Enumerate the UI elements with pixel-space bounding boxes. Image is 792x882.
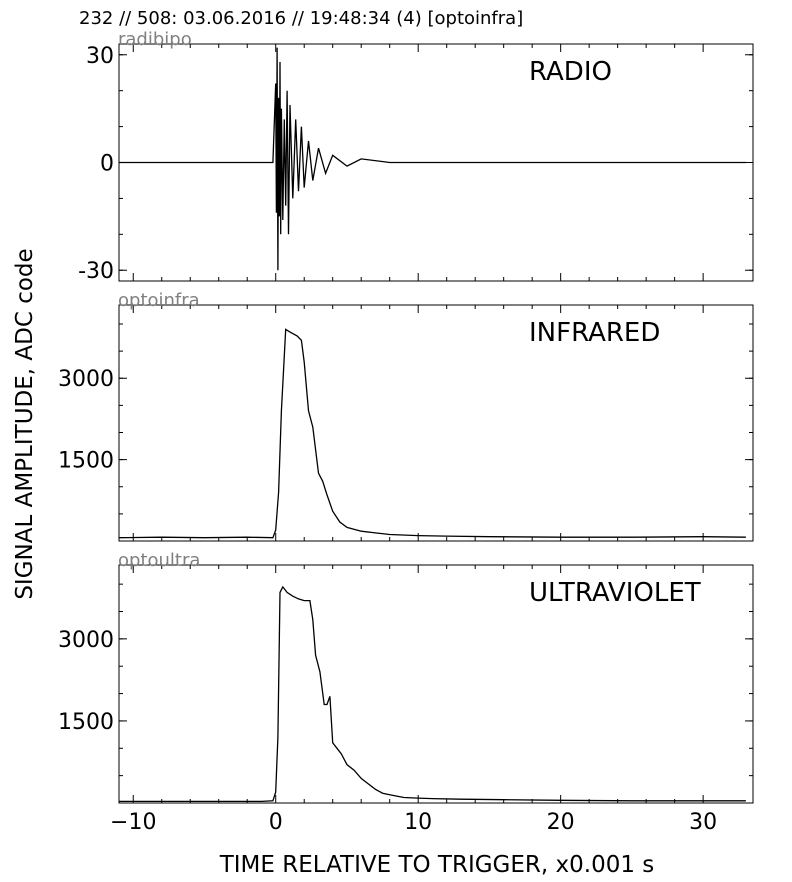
chart-header: 232 // 508: 03.06.2016 // 19:48:34 (4) […	[79, 8, 524, 29]
x-axis-label: TIME RELATIVE TO TRIGGER, x0.001 s	[219, 852, 655, 878]
x-tick-label: 10	[404, 810, 432, 835]
x-tick-label: 20	[547, 810, 575, 835]
y-tick-label: -30	[78, 259, 114, 284]
y-tick-label: 1500	[58, 710, 114, 735]
y-tick-label: 0	[100, 152, 114, 177]
series-line-radibipo	[119, 47, 746, 271]
y-axis-label: SIGNAL AMPLITUDE, ADC code	[12, 248, 38, 599]
channel-label-optoinfra: optoinfra	[118, 290, 200, 311]
channel-label-radibipo: radibipo	[118, 29, 192, 50]
x-tick-label: 30	[689, 810, 717, 835]
y-tick-label: 30	[86, 44, 114, 69]
y-tick-label: 3000	[58, 367, 114, 392]
panel-title-radibipo: RADIO	[529, 57, 612, 87]
panel-title-optoinfra: INFRARED	[529, 318, 660, 348]
x-tick-label: 0	[269, 810, 283, 835]
panel-frame-optoinfra	[118, 304, 754, 542]
x-tick-label: −10	[110, 810, 156, 835]
channel-label-optoultra: optoultra	[118, 550, 200, 571]
y-tick-label: 1500	[58, 449, 114, 474]
series-line-optoultra	[119, 585, 746, 803]
panel-title-optoultra: ULTRAVIOLET	[529, 578, 701, 608]
y-tick-label: 3000	[58, 628, 114, 653]
series-line-optoinfra	[118, 328, 746, 539]
panel-frame-optoultra	[118, 564, 754, 804]
